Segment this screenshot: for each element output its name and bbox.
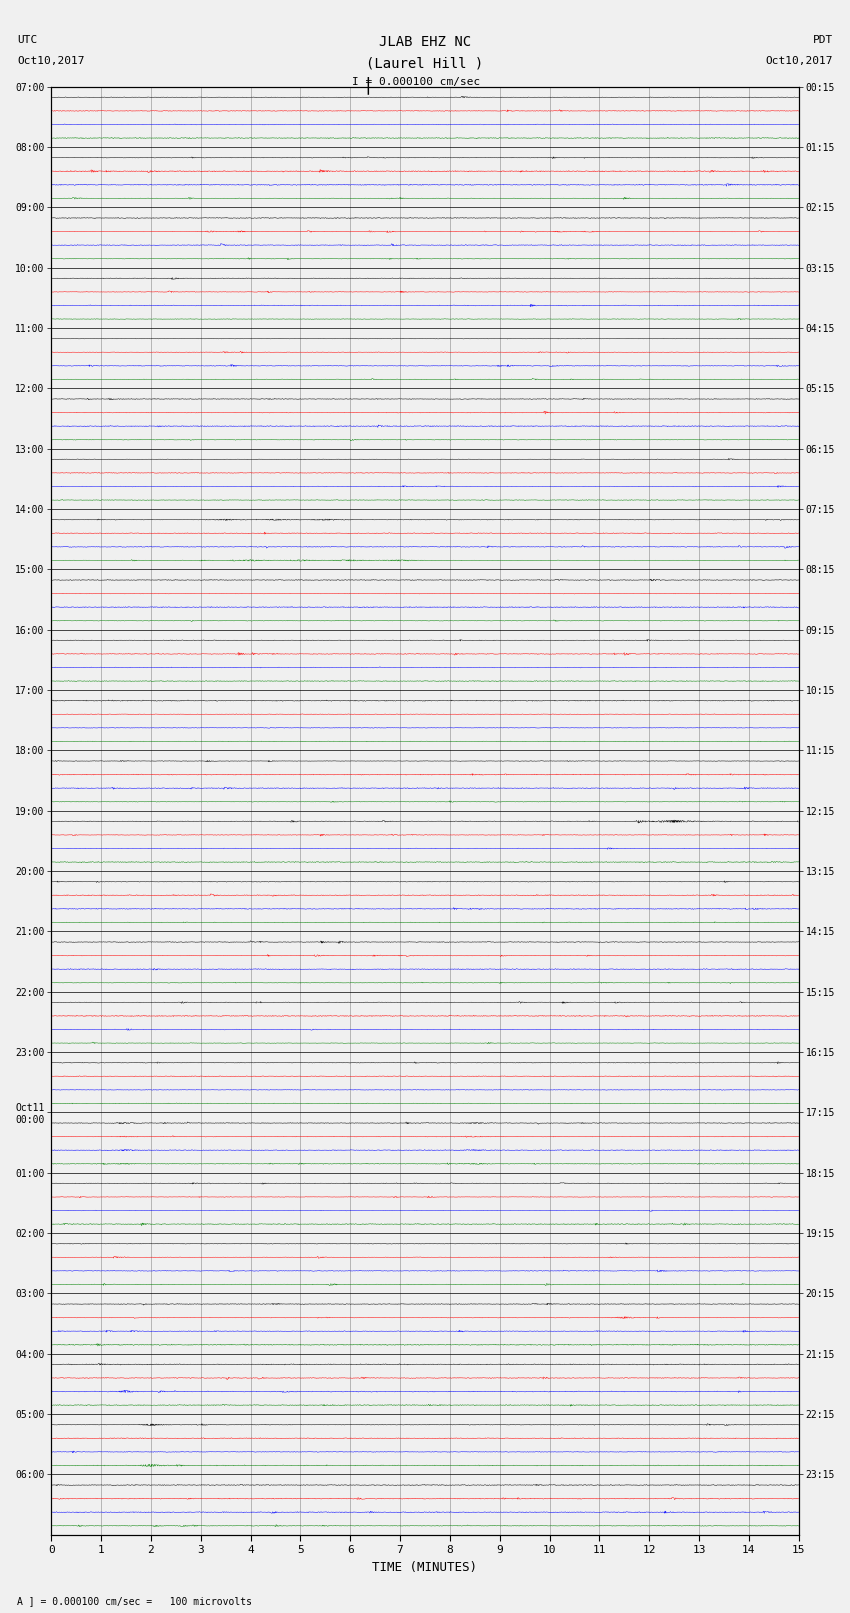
Text: Oct10,2017: Oct10,2017 xyxy=(17,56,84,66)
Text: Oct10,2017: Oct10,2017 xyxy=(766,56,833,66)
Text: PDT: PDT xyxy=(813,35,833,45)
Text: UTC: UTC xyxy=(17,35,37,45)
Text: ⎥: ⎥ xyxy=(361,76,370,94)
Text: (Laurel Hill ): (Laurel Hill ) xyxy=(366,56,484,71)
Text: JLAB EHZ NC: JLAB EHZ NC xyxy=(379,35,471,50)
Text: I = 0.000100 cm/sec: I = 0.000100 cm/sec xyxy=(353,77,480,87)
X-axis label: TIME (MINUTES): TIME (MINUTES) xyxy=(372,1561,478,1574)
Text: A ] = 0.000100 cm/sec =   100 microvolts: A ] = 0.000100 cm/sec = 100 microvolts xyxy=(17,1597,252,1607)
